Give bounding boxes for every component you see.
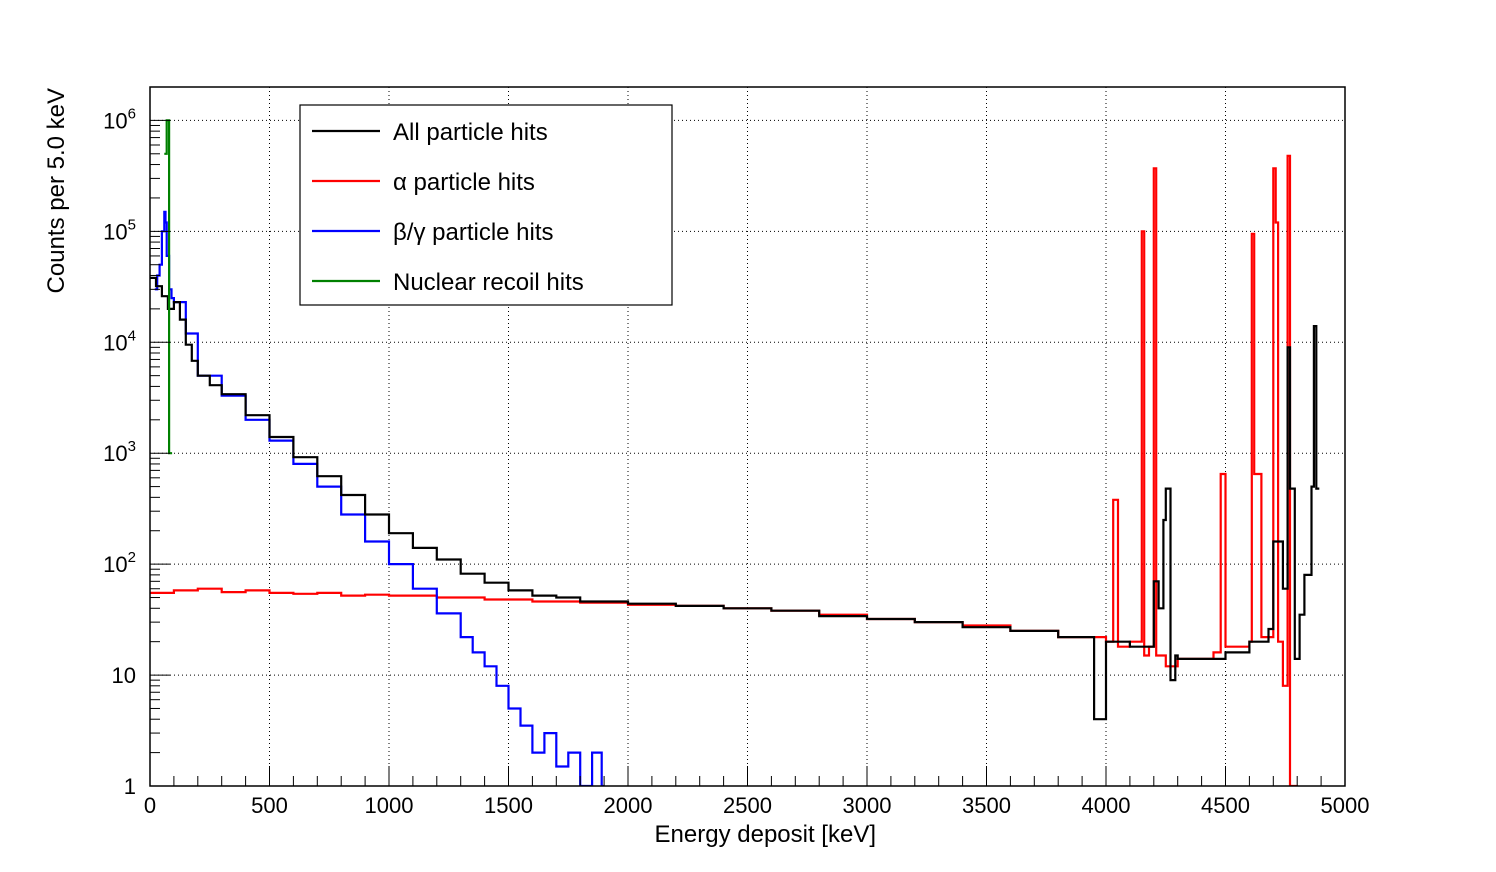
x-tick-label: 4500 (1201, 793, 1250, 818)
y-tick-label-exponent: 5 (128, 216, 136, 233)
x-tick-label: 3500 (962, 793, 1011, 818)
y-tick-label-exponent: 3 (128, 438, 136, 455)
series-line-2 (154, 210, 605, 786)
y-tick-label-exponent: 6 (128, 105, 136, 122)
legend-box (299, 104, 673, 306)
legend: All particle hits α particle hits β/γ part… (299, 104, 673, 306)
y-tick-label: 102 (103, 549, 136, 577)
y-tick-label-exponent: 2 (128, 549, 136, 566)
x-axis-title: Energy deposit [keV] (655, 821, 876, 848)
x-tick-label: 4000 (1082, 793, 1131, 818)
x-tick-label: 3000 (843, 793, 892, 818)
x-tick-label: 1000 (365, 793, 414, 818)
x-tick-label: 2000 (604, 793, 653, 818)
y-tick-label-base: 10 (103, 552, 127, 577)
legend-label: β/γ particle hits (393, 219, 554, 246)
y-tick-label-base: 10 (103, 108, 127, 133)
x-tick-label: 5000 (1321, 793, 1370, 818)
x-tick-label: 500 (251, 793, 288, 818)
y-tick-label: 105 (103, 216, 136, 244)
series-line-0 (150, 276, 1320, 721)
legend-label: Nuclear recoil hits (393, 269, 584, 296)
y-tick-label: 106 (103, 105, 136, 133)
legend-label: All particle hits (393, 119, 548, 146)
y-tick-label-base: 10 (103, 330, 127, 355)
y-tick-label: 10 (112, 663, 136, 688)
y-axis-title: Counts per 5.0 keV (43, 88, 70, 293)
axis-tick-labels: 0 500 1000 1500 2000 2500 3000 3500 4000 4500 5000… (103, 105, 1369, 818)
y-tick-label-base: 10 (103, 219, 127, 244)
axis-ticks (149, 119, 1346, 787)
x-tick-label: 0 (144, 793, 156, 818)
x-tick-label: 1500 (484, 793, 533, 818)
legend-label: α particle hits (393, 169, 535, 196)
y-tick-label: 103 (103, 438, 136, 466)
y-tick-label-base: 10 (103, 441, 127, 466)
y-tick-label: 1 (124, 774, 136, 799)
x-tick-label: 2500 (723, 793, 772, 818)
y-tick-label: 104 (103, 327, 136, 355)
y-tick-label-exponent: 4 (128, 327, 136, 344)
